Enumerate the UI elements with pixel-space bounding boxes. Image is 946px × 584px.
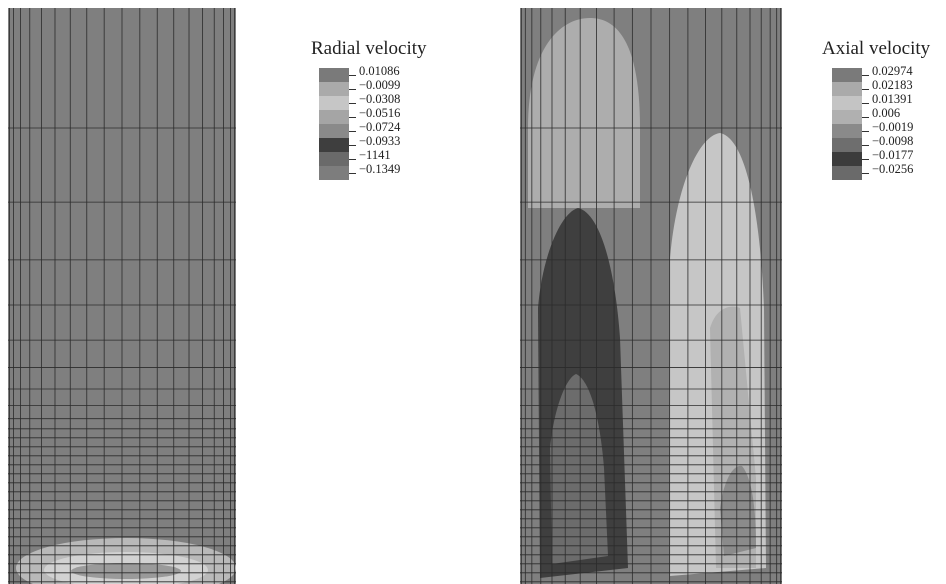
legend-tick bbox=[349, 159, 356, 160]
legend-tick bbox=[862, 75, 869, 76]
legend-title: Axial velocity bbox=[822, 38, 931, 59]
legend-tick bbox=[862, 103, 869, 104]
legend-swatch bbox=[832, 96, 862, 110]
legend-tick bbox=[349, 173, 356, 174]
axial-velocity-legend: Axial velocity 0.02974 0.02183 0.01391 0.00… bbox=[820, 38, 946, 238]
legend-label: −0.0098 bbox=[872, 134, 914, 148]
legend-label: 0.02183 bbox=[872, 78, 913, 92]
legend-swatch bbox=[319, 68, 349, 82]
axial-velocity-plot bbox=[520, 8, 782, 584]
legend-label: −0.0308 bbox=[359, 92, 401, 106]
axial-inner-light-column bbox=[720, 465, 756, 556]
legend-tick bbox=[349, 103, 356, 104]
legend-tick bbox=[862, 173, 869, 174]
legend-label: 0.02974 bbox=[872, 64, 913, 78]
legend-tick bbox=[862, 89, 869, 90]
legend-tick bbox=[862, 145, 869, 146]
legend-label: −0.0516 bbox=[359, 106, 401, 120]
legend-label: −0.1349 bbox=[359, 162, 401, 176]
legend-swatch bbox=[319, 124, 349, 138]
legend-tick bbox=[349, 75, 356, 76]
legend-label: 0.01391 bbox=[872, 92, 913, 106]
legend-swatch bbox=[832, 124, 862, 138]
legend-label: −0.0019 bbox=[872, 120, 914, 134]
legend-swatch bbox=[319, 138, 349, 152]
legend-label: −0.0256 bbox=[872, 162, 914, 176]
legend-label: 0.006 bbox=[872, 106, 901, 120]
legend-label: 0.01086 bbox=[359, 64, 400, 78]
legend-swatch bbox=[832, 152, 862, 166]
legend-label: −0.0724 bbox=[359, 120, 401, 134]
axial-upper-left-contour bbox=[528, 18, 640, 208]
legend-swatch bbox=[832, 110, 862, 124]
axial-inner-column bbox=[550, 374, 608, 564]
radial-velocity-plot bbox=[8, 8, 236, 584]
legend-tick bbox=[862, 131, 869, 132]
legend-swatch bbox=[319, 152, 349, 166]
legend-tick bbox=[349, 145, 356, 146]
legend-label: −0.0933 bbox=[359, 134, 401, 148]
legend-title: Radial velocity bbox=[311, 38, 427, 59]
legend-swatch bbox=[319, 96, 349, 110]
legend-swatch bbox=[319, 166, 349, 180]
axial-mesh-grid bbox=[520, 8, 782, 584]
legend-color-bar: 0.02974 0.02183 0.01391 0.006 −0.0019 −0.0098… bbox=[832, 64, 913, 180]
legend-swatch bbox=[832, 82, 862, 96]
legend-label: −1141 bbox=[359, 148, 391, 162]
legend-label: −0.0099 bbox=[359, 78, 401, 92]
radial-velocity-legend: Radial velocity 0.01086 −0.0099 −0.0308 −0.… bbox=[305, 38, 475, 238]
legend-tick bbox=[862, 159, 869, 160]
legend-swatch bbox=[319, 82, 349, 96]
legend-tick bbox=[862, 117, 869, 118]
radial-inner-contour bbox=[71, 563, 181, 579]
legend-swatch bbox=[832, 166, 862, 180]
legend-tick bbox=[349, 117, 356, 118]
radial-mesh-grid bbox=[8, 8, 236, 584]
legend-tick bbox=[349, 131, 356, 132]
legend-label: −0.0177 bbox=[872, 148, 914, 162]
radial-velocity-contours bbox=[8, 8, 236, 584]
axial-velocity-contours bbox=[520, 8, 782, 584]
legend-color-bar: 0.01086 −0.0099 −0.0308 −0.0516 −0.0724 −0.09… bbox=[319, 64, 400, 180]
legend-swatch bbox=[319, 110, 349, 124]
legend-swatch bbox=[832, 68, 862, 82]
legend-tick bbox=[349, 89, 356, 90]
legend-swatch bbox=[832, 138, 862, 152]
